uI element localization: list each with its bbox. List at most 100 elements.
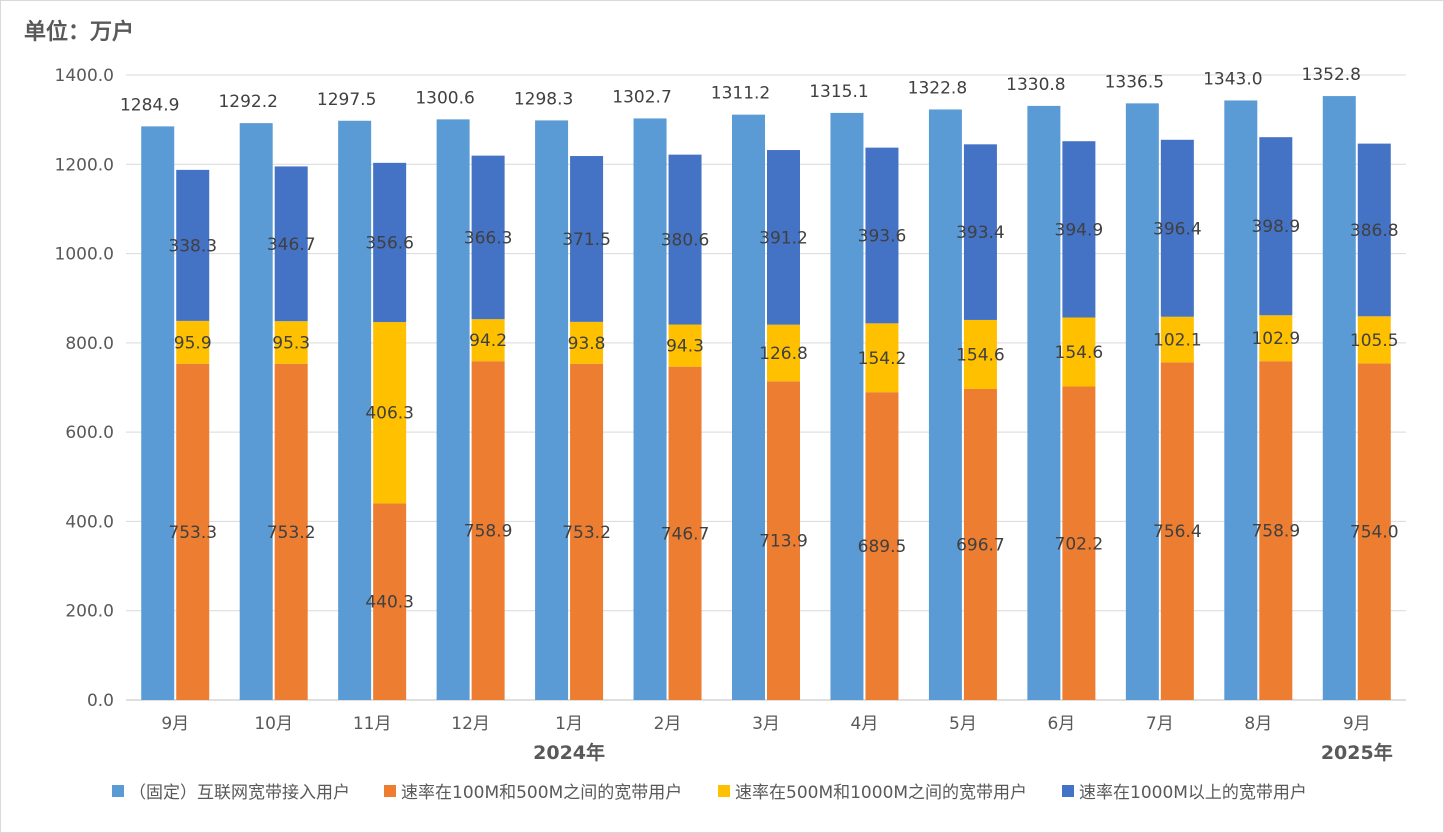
bar-segment-2 xyxy=(1357,316,1391,364)
data-label-segment: 386.8 xyxy=(1350,221,1399,241)
data-label-total: 1300.6 xyxy=(415,88,474,108)
data-label-segment: 154.2 xyxy=(858,349,907,369)
bar-segment-2 xyxy=(668,324,702,367)
bar-segment-2 xyxy=(963,319,997,389)
bar-total-users xyxy=(535,120,569,700)
bar-total-users xyxy=(732,114,765,700)
bar-segment-2 xyxy=(274,321,308,364)
y-tick-label: 400.0 xyxy=(65,512,114,532)
data-label-segment: 689.5 xyxy=(858,537,907,557)
data-label-segment: 102.1 xyxy=(1153,331,1202,351)
data-label-segment: 754.0 xyxy=(1350,523,1399,543)
data-label-total: 1330.8 xyxy=(1006,75,1065,95)
data-label-segment: 126.8 xyxy=(759,344,808,364)
bar-segment-3 xyxy=(274,166,308,322)
y-tick-label: 600.0 xyxy=(65,423,114,443)
x-tick-label: 7月 xyxy=(1146,714,1174,734)
bar-segment-1 xyxy=(865,392,899,700)
bar-segment-2 xyxy=(176,320,210,364)
data-label-total: 1322.8 xyxy=(908,78,967,98)
data-label-segment: 758.9 xyxy=(464,522,513,542)
data-label-segment: 154.6 xyxy=(956,345,1005,365)
data-label-segment: 371.5 xyxy=(562,230,611,250)
legend-swatch xyxy=(718,785,730,797)
bar-segment-1 xyxy=(471,361,505,700)
x-tick-label: 5月 xyxy=(949,714,977,734)
bar-segment-2 xyxy=(373,322,407,504)
bar-total-users xyxy=(141,126,175,701)
bar-segment-2 xyxy=(1062,317,1096,387)
y-tick-label: 200.0 xyxy=(65,602,114,622)
y-tick-label: 800.0 xyxy=(65,334,114,354)
bar-segment-3 xyxy=(668,154,702,325)
data-label-segment: 406.3 xyxy=(365,404,414,424)
bar-segment-1 xyxy=(1259,361,1293,700)
data-label-total: 1302.7 xyxy=(612,87,671,107)
data-label-segment: 391.2 xyxy=(759,228,808,248)
x-tick-label: 9月 xyxy=(1343,714,1371,734)
data-label-total: 1315.1 xyxy=(809,82,868,102)
data-label-total: 1298.3 xyxy=(514,89,573,109)
bar-segment-1 xyxy=(668,366,702,700)
data-label-segment: 394.9 xyxy=(1055,220,1104,240)
data-label-segment: 338.3 xyxy=(168,236,217,256)
bar-total-users xyxy=(436,119,470,700)
x-tick-label: 4月 xyxy=(851,714,879,734)
data-label-segment: 95.9 xyxy=(174,333,212,353)
bar-segment-3 xyxy=(176,169,210,321)
x-tick-label: 12月 xyxy=(451,714,490,734)
data-label-segment: 366.3 xyxy=(464,228,513,248)
bar-total-users xyxy=(928,109,962,700)
legend: （固定）互联网宽带接入用户 速率在100M和500M之间的宽带用户 速率在500M和… xyxy=(112,783,1307,803)
data-label-segment: 753.2 xyxy=(267,523,316,543)
data-label-segment: 746.7 xyxy=(661,524,710,544)
data-label-segment: 93.8 xyxy=(568,334,606,354)
y-tick-label: 0.0 xyxy=(87,691,114,711)
data-label-total: 1297.5 xyxy=(317,90,376,110)
data-label-segment: 756.4 xyxy=(1153,522,1202,542)
data-label-segment: 94.3 xyxy=(666,337,704,357)
bar-segment-1 xyxy=(373,503,407,700)
bar-segment-1 xyxy=(274,363,308,700)
bar-segment-1 xyxy=(176,363,210,700)
unit-label: 单位：万户 xyxy=(24,19,134,45)
x-tick-label: 9月 xyxy=(161,714,189,734)
data-label-segment: 393.4 xyxy=(956,223,1005,243)
bar-segment-1 xyxy=(1062,386,1096,700)
bar-segment-2 xyxy=(1160,316,1194,363)
bar-segment-2 xyxy=(865,323,899,393)
y-axis: 0.0 200.0 400.0 600.0 800.0 1000.0 1200.0 1400.… xyxy=(55,66,114,711)
y-tick-label: 1000.0 xyxy=(55,245,114,265)
legend-label: 速率在100M和500M之间的宽带用户 xyxy=(401,783,682,803)
x-tick-label: 11月 xyxy=(353,714,392,734)
data-label-total: 1292.2 xyxy=(218,92,277,112)
bar-total-users xyxy=(830,112,864,700)
bar-segment-3 xyxy=(570,156,604,322)
bar-segment-1 xyxy=(963,388,997,700)
y-tick-label: 1200.0 xyxy=(55,155,114,175)
bar-total-users xyxy=(1322,96,1356,701)
data-label-segment: 356.6 xyxy=(365,233,414,253)
x-tick-label: 10月 xyxy=(254,714,293,734)
data-label-segment: 393.6 xyxy=(858,226,907,246)
data-label-total: 1352.8 xyxy=(1302,65,1361,85)
data-label-segment: 758.9 xyxy=(1251,522,1300,542)
data-label-total: 1284.9 xyxy=(120,95,179,115)
data-label-segment: 94.2 xyxy=(469,331,507,351)
bar-segment-3 xyxy=(373,162,407,323)
bar-segment-2 xyxy=(570,321,604,364)
legend-label: （固定）互联网宽带接入用户 xyxy=(129,783,350,803)
bar-segment-1 xyxy=(1160,362,1194,700)
x-tick-label: 6月 xyxy=(1047,714,1075,734)
bar-segment-3 xyxy=(1357,143,1391,317)
bar-segment-3 xyxy=(1062,141,1096,318)
data-label-total: 1311.2 xyxy=(711,84,770,104)
data-label-total: 1336.5 xyxy=(1105,72,1164,92)
data-label-segment: 398.9 xyxy=(1251,217,1300,237)
data-label-segment: 154.6 xyxy=(1055,343,1104,363)
year-group-label: 2024年 xyxy=(533,741,605,764)
bar-total-users xyxy=(1224,100,1258,701)
data-label-segment: 440.3 xyxy=(365,593,414,613)
data-label-segment: 105.5 xyxy=(1350,331,1399,351)
bar-total-users xyxy=(1027,105,1061,700)
